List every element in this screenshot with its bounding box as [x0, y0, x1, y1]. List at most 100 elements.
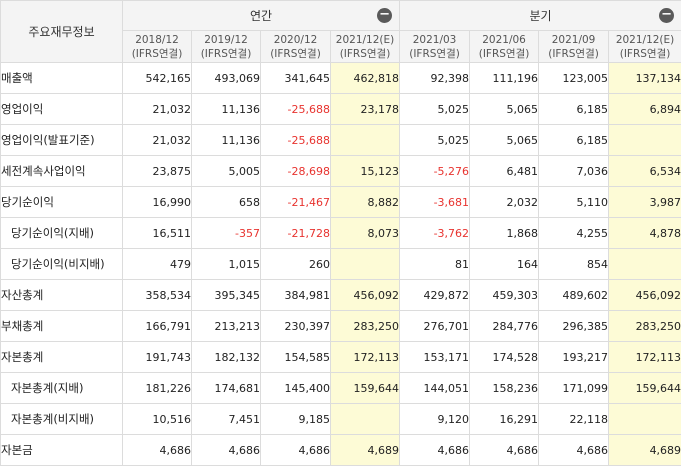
header-group-row: 주요재무정보 연간 − 분기 −	[0, 0, 681, 63]
table-row: 당기순이익 16,990 658 -21,467 8,882 -3,681 2,032 5,1…	[0, 186, 681, 218]
value-cell: 4,255	[538, 217, 610, 249]
value-cell: 4,686	[260, 434, 331, 466]
value-cell: 4,686	[399, 434, 471, 466]
quarterly-group-header: 분기 −	[399, 0, 681, 31]
value-cell: 16,990	[122, 186, 192, 218]
annual-collapse-icon[interactable]: −	[377, 8, 393, 23]
annual-group-header: 연간 −	[121, 0, 401, 31]
value-cell: 260	[260, 248, 331, 280]
quarterly-group-label: 분기	[529, 9, 552, 23]
row-label: 영업이익(발표기준)	[0, 124, 123, 156]
value-cell: 395,345	[191, 279, 261, 311]
value-cell	[329, 248, 401, 280]
value-cell: 144,051	[399, 372, 471, 404]
value-cell: 159,644	[608, 372, 681, 404]
period-label: 2021/12(E)	[615, 33, 675, 46]
value-cell: 493,069	[191, 62, 261, 94]
period-header: 2021/12(E) (IFRS연결)	[329, 30, 401, 63]
row-label: 자본총계	[0, 341, 123, 373]
value-cell: 341,645	[260, 62, 331, 94]
value-cell: 283,250	[329, 310, 401, 342]
value-cell: -25,688	[260, 124, 331, 156]
value-cell: 81	[399, 248, 471, 280]
value-cell: 462,818	[329, 62, 401, 94]
value-cell: 10,516	[122, 403, 192, 435]
value-cell: 658	[191, 186, 261, 218]
period-label: 2019/12	[204, 33, 248, 46]
value-cell: 166,791	[122, 310, 192, 342]
value-cell: 164	[469, 248, 540, 280]
value-cell: 21,032	[122, 93, 192, 125]
basis-label: (IFRS연결)	[409, 47, 460, 60]
value-cell: 230,397	[260, 310, 331, 342]
value-cell	[329, 403, 401, 435]
basis-label: (IFRS연결)	[548, 47, 599, 60]
value-cell: 283,250	[608, 310, 681, 342]
value-cell: 542,165	[122, 62, 192, 94]
value-cell: 23,178	[329, 93, 401, 125]
value-cell: -28,698	[260, 155, 331, 187]
value-cell: 15,123	[329, 155, 401, 187]
period-label: 2021/09	[551, 33, 596, 46]
value-cell: 171,099	[538, 372, 610, 404]
value-cell	[608, 248, 681, 280]
value-cell: 9,120	[399, 403, 471, 435]
value-cell: 182,132	[191, 341, 261, 373]
row-label: 자산총계	[0, 279, 123, 311]
period-header: 2021/09 (IFRS연결)	[538, 30, 610, 63]
value-cell: 5,065	[469, 93, 540, 125]
value-cell: 384,981	[260, 279, 331, 311]
row-label: 자본총계(지배)	[0, 372, 123, 404]
period-header: 2021/03 (IFRS연결)	[399, 30, 471, 63]
value-cell: 16,291	[469, 403, 540, 435]
value-cell: 4,878	[608, 217, 681, 249]
value-cell: 296,385	[538, 310, 610, 342]
value-cell: 8,882	[329, 186, 401, 218]
value-cell: -3,762	[399, 217, 471, 249]
value-cell: 7,451	[191, 403, 261, 435]
period-header: 2020/12 (IFRS연결)	[260, 30, 331, 63]
value-cell: -25,688	[260, 93, 331, 125]
value-cell: 456,092	[608, 279, 681, 311]
value-cell: 1,868	[469, 217, 540, 249]
value-cell	[608, 124, 681, 156]
value-cell: 854	[538, 248, 610, 280]
basis-label: (IFRS연결)	[131, 47, 183, 60]
basis-label: (IFRS연결)	[478, 47, 530, 60]
corner-header: 주요재무정보	[0, 0, 123, 63]
value-cell: 145,400	[260, 372, 331, 404]
value-cell: 276,701	[399, 310, 471, 342]
basis-label: (IFRS연결)	[200, 47, 252, 60]
annual-group-label: 연간	[249, 9, 273, 23]
row-label: 부채총계	[0, 310, 123, 342]
value-cell: 7,036	[538, 155, 610, 187]
quarterly-collapse-icon[interactable]: −	[659, 8, 675, 23]
value-cell: 4,686	[191, 434, 261, 466]
row-label: 당기순이익(지배)	[0, 217, 123, 249]
table-row: 자본총계(지배) 181,226 174,681 145,400 159,644 144,…	[0, 372, 681, 404]
value-cell: 174,528	[469, 341, 540, 373]
value-cell: 153,171	[399, 341, 471, 373]
table-row: 자본총계(비지배) 10,516 7,451 9,185 9,120 16,291 22,1…	[0, 403, 681, 435]
value-cell: 123,005	[538, 62, 610, 94]
basis-label: (IFRS연결)	[339, 47, 391, 60]
value-cell: 137,134	[608, 62, 681, 94]
period-header: 2021/06 (IFRS연결)	[469, 30, 540, 63]
value-cell: 174,681	[191, 372, 261, 404]
period-label: 2020/12	[273, 33, 318, 46]
value-cell: 158,236	[469, 372, 540, 404]
period-label: 2021/03	[412, 33, 457, 46]
table-body: 매출액 542,165 493,069 341,645 462,818 92,398 111…	[0, 62, 681, 466]
value-cell: 456,092	[329, 279, 401, 311]
value-cell: 1,015	[191, 248, 261, 280]
table-row: 부채총계 166,791 213,213 230,397 283,250 276,701 2…	[0, 310, 681, 342]
value-cell: 4,686	[122, 434, 192, 466]
value-cell: -21,467	[260, 186, 331, 218]
period-header: 2018/12 (IFRS연결)	[122, 30, 192, 63]
value-cell: 5,005	[191, 155, 261, 187]
period-label: 2021/06	[482, 33, 526, 46]
value-cell: 111,196	[469, 62, 540, 94]
value-cell: 284,776	[469, 310, 540, 342]
row-label: 매출액	[0, 62, 123, 94]
value-cell: 6,185	[538, 93, 610, 125]
